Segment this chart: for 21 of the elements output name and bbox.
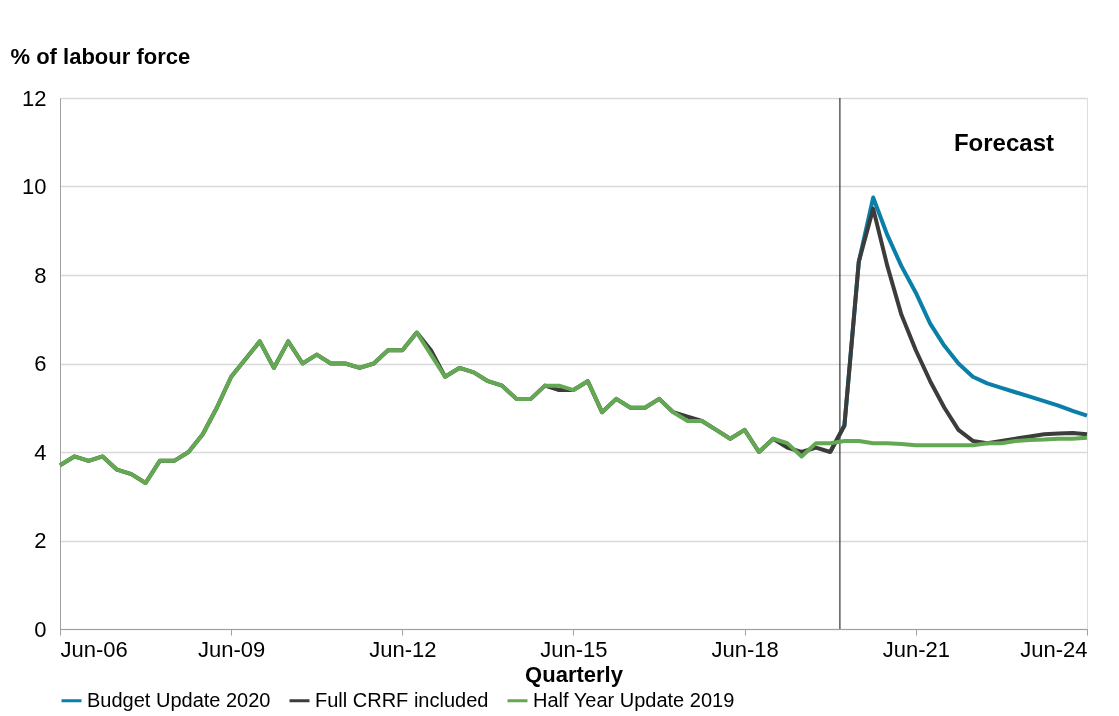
legend-label: Budget Update 2020: [87, 688, 271, 711]
legend-label: Full CRRF included: [315, 688, 489, 711]
y-tick-label: 2: [34, 528, 47, 553]
annotation: Forecast: [953, 129, 1054, 156]
y-tick-label: 12: [22, 85, 47, 111]
y-tick-label: 10: [22, 174, 47, 199]
x-tick-label: Jun-24: [1020, 636, 1088, 662]
y-tick-label: 8: [34, 262, 47, 288]
legend-label: Half Year Update 2019: [533, 688, 735, 711]
x-tick-label: Jun-15: [540, 636, 608, 662]
x-axis-title: Quarterly: [525, 661, 624, 687]
x-tick-label: Jun-21: [882, 636, 950, 662]
x-tick-label: Jun-09: [198, 636, 266, 662]
x-tick-label: Jun-06: [60, 636, 128, 662]
x-tick-label: Jun-12: [369, 636, 437, 662]
line-series: [58, 330, 1089, 485]
x-tick-label: Jun-18: [711, 636, 779, 662]
y-axis-title: % of labour force: [10, 43, 191, 69]
y-tick-label: 4: [34, 439, 47, 465]
y-tick-label: 0: [34, 616, 47, 642]
y-tick-label: 6: [34, 351, 47, 376]
